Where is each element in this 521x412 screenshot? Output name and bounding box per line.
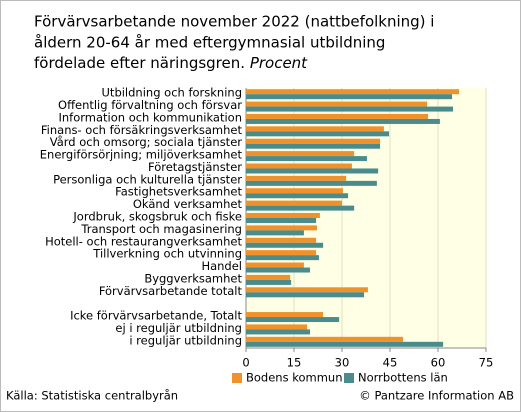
- y-tick-label: Utbildning och forskning: [102, 86, 242, 100]
- bar: [246, 312, 324, 318]
- bar: [246, 230, 304, 236]
- x-tick-label: 75: [479, 356, 494, 370]
- y-tick-label: ej i reguljär utbildning: [115, 321, 242, 335]
- bar: [246, 180, 377, 186]
- chart-title: fördelade efter näringsgren. Procent: [34, 54, 308, 72]
- y-tick-label: Energiförsörjning; miljöverksamhet: [40, 148, 243, 162]
- y-tick-label: Byggverksamhet: [144, 271, 242, 285]
- y-tick-label: Offentlig förvaltning och försvar: [58, 98, 242, 112]
- bar: [246, 193, 349, 199]
- copyright: © Pantzare Information AB: [359, 389, 514, 403]
- y-tick-label: Förvärvsarbetande totalt: [99, 284, 243, 298]
- chart-title: fördelade efter näringsgren.: [34, 54, 245, 72]
- y-tick-label: Hotell- och restaurangverksamhet: [45, 234, 242, 248]
- y-tick-label: Jordbruk, skogsbruk och fiske: [72, 210, 242, 224]
- source: Källa: Statistiska centralbyrån: [6, 389, 178, 403]
- legend-label: Norrbottens län: [358, 371, 448, 385]
- bar: [246, 218, 317, 223]
- bar: [246, 138, 381, 144]
- y-tick-label: Okänd verksamhet: [133, 197, 243, 211]
- y-tick-label: Information och kommunikation: [58, 110, 242, 124]
- y-tick-label: Personliga och kulturella tjänster: [53, 172, 242, 186]
- bar: [246, 274, 291, 280]
- y-tick-label: Tillverkning och utvinning: [92, 247, 242, 261]
- bar: [246, 151, 355, 157]
- bar: [246, 292, 365, 298]
- bar: [246, 262, 304, 268]
- bar: [246, 213, 320, 218]
- bar: [246, 267, 310, 273]
- x-tick-label: 45: [383, 356, 398, 370]
- bar: [246, 113, 429, 119]
- x-tick-label: 30: [335, 356, 350, 370]
- chart-title: åldern 20-64 år med eftergymnasial utbil…: [34, 34, 385, 52]
- y-tick-label: Företagstjänster: [148, 160, 242, 174]
- y-tick-label: Transport och magasinering: [80, 222, 242, 236]
- bar: [246, 242, 324, 248]
- y-tick-label: i reguljär utbildning: [129, 333, 242, 347]
- bar: [246, 118, 440, 124]
- chart-title: Förvärvsarbetande november 2022 (nattbef…: [34, 13, 434, 31]
- bar: [246, 336, 404, 342]
- bar: [246, 341, 444, 347]
- y-tick-label: Vård och omsorg; sociala tjänster: [50, 135, 243, 149]
- y-tick-label: Handel: [201, 259, 242, 273]
- bar: [246, 279, 292, 285]
- legend-label: Bodens kommun: [246, 371, 343, 385]
- bar: [246, 287, 368, 293]
- bar: [246, 126, 384, 132]
- bar: [246, 237, 317, 243]
- bar: [246, 317, 340, 323]
- x-tick-label: 15: [287, 356, 302, 370]
- legend-swatch: [344, 373, 354, 383]
- x-tick-label: 60: [431, 356, 446, 370]
- y-tick-label: Finans- och försäkringsverksamhet: [41, 123, 243, 137]
- y-tick-label: Icke förvärvsarbetande, Totalt: [70, 309, 242, 323]
- bar: [246, 106, 454, 112]
- bar: [246, 250, 317, 256]
- bar: [246, 131, 390, 137]
- bar: [246, 205, 355, 211]
- x-tick-label: 0: [242, 356, 249, 370]
- bar: [246, 324, 308, 330]
- unit: Procent: [250, 54, 308, 72]
- legend-swatch: [232, 373, 242, 383]
- bar: [246, 168, 379, 174]
- bar: [246, 101, 428, 107]
- bar: [246, 225, 318, 231]
- bar: [246, 94, 453, 100]
- bar: [246, 255, 319, 261]
- bar: [246, 188, 343, 194]
- bar: [246, 175, 347, 181]
- bar: [246, 163, 352, 169]
- y-tick-label: Fastighetsverksamhet: [115, 185, 242, 199]
- bar: [246, 200, 342, 206]
- bar: [246, 89, 460, 95]
- bar: [246, 143, 381, 149]
- bar: [246, 329, 310, 335]
- bar: [246, 156, 367, 162]
